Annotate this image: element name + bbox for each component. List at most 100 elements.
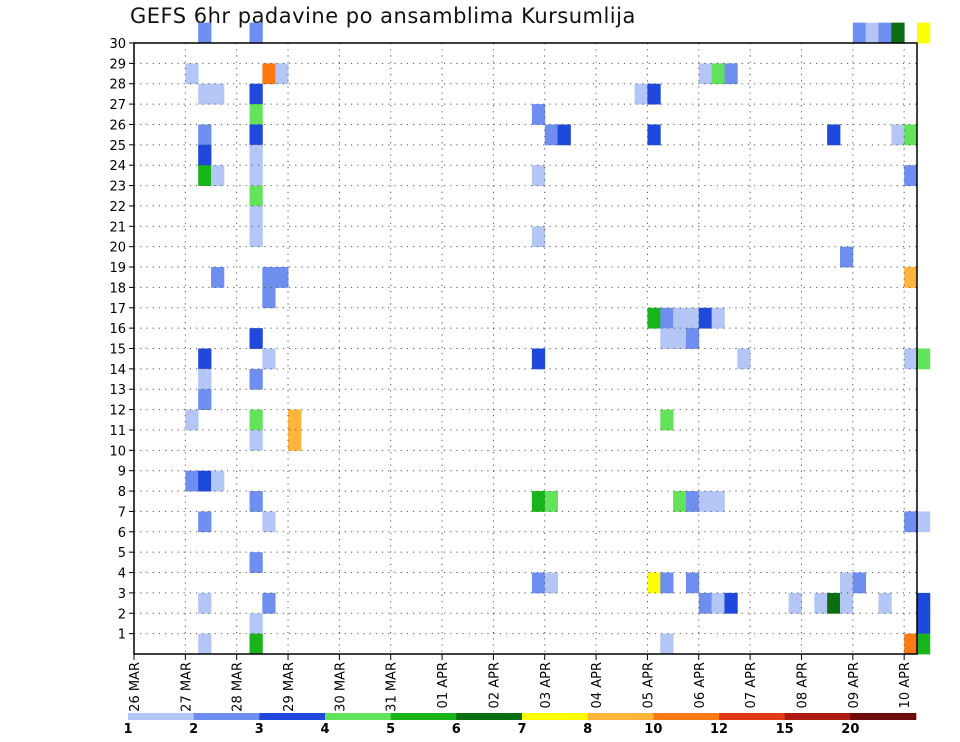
heatmap-cell: [531, 572, 546, 594]
heatmap-cell: [249, 226, 263, 248]
y-tick-label: 7: [118, 505, 126, 520]
y-tick-label: 30: [109, 37, 126, 52]
heatmap-cell: [660, 409, 674, 431]
heatmap-cell: [262, 287, 276, 309]
heatmap-cell: [262, 511, 276, 533]
heatmap-cell: [634, 83, 648, 105]
heatmap-cell: [660, 328, 674, 349]
heatmap-cell: [904, 124, 918, 146]
legend-swatch: [128, 713, 194, 720]
legend-label: 12: [710, 722, 728, 737]
heatmap-cell: [249, 124, 263, 146]
heatmap-cell: [685, 328, 700, 349]
heatmap-cell: [904, 348, 918, 370]
chart-title: GEFS 6hr padavine po ansamblima Kursumli…: [130, 4, 636, 28]
heatmap-cell: [249, 328, 263, 349]
legend-swatch: [390, 713, 457, 720]
heatmap-cell: [262, 592, 276, 614]
heatmap-cell: [852, 572, 867, 594]
y-tick-label: 4: [118, 567, 126, 582]
x-tick-label: 06 APR: [693, 662, 708, 708]
heatmap-cell: [544, 124, 558, 146]
x-tick-label: 09 APR: [847, 662, 862, 708]
heatmap-cell: [249, 165, 263, 186]
x-tick-label: 07 APR: [744, 662, 759, 708]
x-tick-label: 26 MAR: [128, 662, 143, 712]
heatmap-cell: [288, 409, 302, 431]
heatmap-cell: [904, 633, 918, 655]
heatmap-cell: [814, 592, 828, 614]
x-tick-label: 04 APR: [590, 662, 605, 708]
heatmap-cell: [249, 83, 263, 105]
heatmap-cell: [891, 22, 905, 44]
y-tick-label: 1: [118, 628, 126, 643]
heatmap-cell: [288, 429, 302, 451]
legend-swatch: [850, 713, 917, 720]
legend-label: 10: [644, 722, 662, 737]
legend-swatch: [587, 713, 654, 720]
y-tick-label: 19: [109, 261, 126, 276]
heatmap-cell: [917, 613, 931, 635]
y-tick-label: 24: [109, 159, 126, 174]
heatmap-cell: [904, 267, 918, 288]
heatmap-cell: [198, 165, 212, 186]
heatmap-cell: [198, 511, 212, 533]
x-tick-label: 31 MAR: [385, 662, 400, 712]
heatmap-cell: [249, 144, 263, 166]
y-tick-label: 8: [118, 485, 126, 500]
x-tick-label: 28 MAR: [231, 662, 246, 712]
heatmap-cell: [211, 470, 225, 492]
y-tick-label: 28: [109, 78, 126, 93]
y-tick-label: 3: [118, 587, 126, 602]
heatmap-cell: [647, 572, 661, 594]
heatmap-cell: [865, 22, 879, 44]
legend-label: 8: [583, 722, 592, 737]
legend-label: 7: [517, 722, 526, 737]
heatmap-cell: [198, 83, 212, 105]
heatmap-cell: [904, 511, 918, 533]
heatmap-cell: [673, 328, 687, 349]
heatmap-cell: [249, 613, 263, 635]
y-tick-label: 25: [109, 139, 126, 154]
heatmap-cell: [531, 491, 546, 512]
heatmap-cell: [904, 165, 918, 186]
heatmap-cell: [249, 104, 263, 125]
heatmap-cell: [249, 22, 263, 44]
heatmap-cell: [185, 63, 199, 85]
heatmap-cell: [211, 267, 225, 288]
x-tick-label: 10 APR: [898, 662, 913, 708]
heatmap-cell: [531, 165, 546, 186]
heatmap-cell: [198, 633, 212, 655]
y-tick-label: 14: [109, 363, 126, 378]
heatmap-cell: [737, 348, 751, 370]
heatmap-cell: [544, 491, 558, 512]
heatmap-cell: [711, 491, 725, 512]
heatmap-cell: [724, 592, 738, 614]
heatmap-cell: [198, 124, 212, 146]
heatmap-cell: [660, 572, 674, 594]
x-tick-label: 05 APR: [641, 662, 656, 708]
legend-label: 4: [320, 722, 329, 737]
heatmap-cell: [839, 572, 854, 594]
legend-label: 6: [452, 722, 461, 737]
y-tick-label: 16: [109, 322, 126, 337]
heatmap-cell: [698, 307, 713, 329]
x-tick-label: 29 MAR: [282, 662, 297, 712]
heatmap-cell: [827, 124, 841, 146]
heatmap-cell: [249, 429, 263, 451]
heatmap-cell: [198, 22, 212, 44]
heatmap-cell: [185, 409, 199, 431]
heatmap-cell: [249, 368, 263, 390]
heatmap-cell: [275, 63, 289, 85]
heatmap-cell: [211, 83, 225, 105]
heatmap-cell: [685, 307, 700, 329]
heatmap-cell: [198, 470, 212, 492]
y-tick-label: 29: [109, 57, 126, 72]
heatmap-cell: [917, 348, 931, 370]
heatmap-cell: [198, 389, 212, 410]
heatmap-cell: [711, 63, 725, 85]
heatmap-cell: [249, 491, 263, 512]
y-tick-label: 23: [109, 180, 126, 195]
heatmap-cell: [698, 491, 713, 512]
heatmap-cell: [249, 552, 263, 573]
